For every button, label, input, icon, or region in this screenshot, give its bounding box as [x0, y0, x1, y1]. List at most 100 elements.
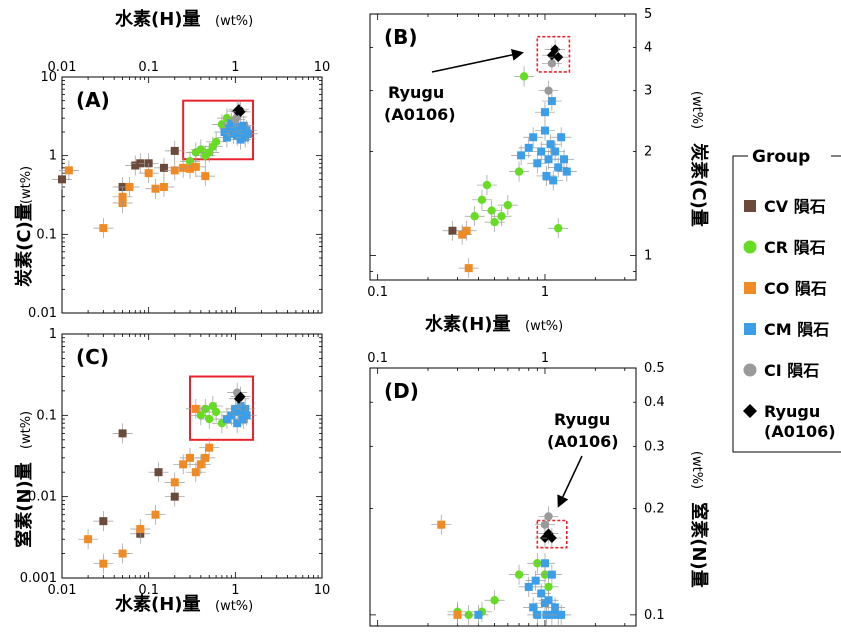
panel-b-point-cm: [549, 176, 558, 185]
panel-b-point-ci: [544, 86, 553, 95]
panel-c-xtick-label: 0.01: [48, 583, 77, 598]
panel-d-point-cm: [544, 596, 553, 605]
legend-marker: [743, 363, 757, 377]
panel-a-point-cm: [239, 121, 248, 130]
panel-b-point-cm: [533, 159, 542, 168]
legend-item-cv: CV 隕石: [744, 197, 826, 216]
panel-a-point-cv: [58, 175, 66, 184]
legend-marker: [744, 282, 756, 294]
panel-c-xtick-label: 10: [314, 583, 331, 598]
panel-c-point-co: [84, 535, 93, 544]
ryugu-annotation-d-arrow: [557, 455, 583, 508]
panel-d-series-cr: [447, 553, 559, 625]
panel-b-point-cr: [554, 224, 563, 233]
panel-a-xtick-label: 0.01: [48, 60, 77, 75]
panel-d-point-cm: [547, 570, 556, 579]
panel-b-point-cm: [542, 171, 551, 180]
panel-c-point-co: [151, 510, 160, 519]
panel-c-ylabel-unit: (wt%): [19, 411, 34, 449]
panel-a-point-cr: [211, 137, 221, 147]
legend-label: (A0106): [764, 422, 836, 441]
panel-c-ytick-label: 1: [49, 327, 57, 342]
panel-d-ytick-label: 0.5: [644, 361, 665, 376]
panel-b-point-cm: [547, 97, 556, 106]
panel-d-point-cm: [557, 610, 566, 619]
panel-b-point-cm: [562, 167, 571, 176]
panel-b-point-ryugu: [550, 44, 561, 55]
panel-b-point-cm: [540, 108, 549, 117]
panel-a-point-co: [125, 182, 134, 191]
panel-a-point-cm: [238, 127, 247, 136]
panel-d-point-cm: [537, 589, 546, 598]
panel-c-point-ryugu: [235, 391, 246, 402]
ryugu-annotation-d-line1: Ryugu: [554, 410, 610, 429]
panel-b-point-cm: [537, 147, 546, 156]
panel-d-xtick-label: 0.1: [367, 351, 388, 366]
panel-a-point-co: [144, 169, 153, 178]
panel-a-series-co: [58, 156, 216, 239]
legend-label: CV 隕石: [764, 197, 826, 216]
panel-d-ylabel: 窒素(N)量: [688, 502, 710, 588]
ryugu-annotation-b: Ryugu (A0106): [384, 49, 524, 124]
panel-b-point-cm: [551, 147, 560, 156]
panel-c-point-co: [186, 453, 195, 462]
panel-d-point-cr: [490, 596, 499, 605]
legend-item-ryugu: Ryugu(A0106): [743, 402, 836, 441]
panel-c-ytick-label: 0.01: [28, 490, 57, 505]
panel-a-plot-area: [61, 76, 323, 314]
panel-a-point-cm: [236, 135, 245, 144]
panel-d-point-ryugu: [546, 533, 557, 544]
legend-title: Group: [752, 147, 810, 167]
panel-b-point-cm: [529, 133, 538, 142]
panel-d-point-cr: [544, 582, 553, 592]
panel-b-point-co: [462, 226, 471, 235]
panel-b-letter: (B): [384, 25, 418, 49]
panel-a-point-cm: [225, 124, 234, 133]
panel-c-point-cv: [118, 429, 127, 438]
panel-b-series-cr: [464, 66, 569, 239]
panel-b-point-cm: [524, 143, 533, 152]
panel-b-point-cr: [497, 212, 506, 221]
panel-a-ylabel: 炭素(C)量: [13, 203, 35, 287]
panel-b-point-cm: [560, 155, 569, 164]
legend: Group CV 隕石 CR 隕石 CO 隕石 CM 隕石 CI 隕石 Ryugu(A01…: [732, 147, 841, 453]
panel-a-minor-ticks: [61, 76, 323, 314]
panel-a-letter: (A): [76, 88, 110, 112]
panel-c-xlabel: 水素(H)量: [115, 593, 201, 615]
panel-b-plot-area: [369, 13, 637, 281]
panel-c-ytick-label: 0.001: [20, 571, 57, 586]
panel-a-point-co: [191, 162, 200, 171]
panel-c-point-co: [118, 549, 127, 558]
panel-a-point-co: [201, 172, 210, 181]
panel-c-point-co: [191, 404, 200, 413]
panel-d-point-cm: [474, 610, 483, 619]
panel-d-series-ci: [534, 506, 559, 535]
panel-b-point-cm: [546, 140, 555, 149]
panel-d-point-cr: [514, 570, 524, 579]
panel-c-point-cv: [170, 492, 179, 501]
panel-c-point-cr: [205, 414, 214, 424]
panel-c-point-co: [201, 453, 210, 462]
panel-a-point-cm: [222, 133, 231, 142]
panel-b-point-cm: [554, 163, 563, 172]
panel-b-ytick-label: 4: [644, 40, 652, 55]
panel-c-point-cm: [241, 404, 250, 413]
panel-c-point-co: [196, 460, 205, 469]
panel-a-series-cm: [214, 113, 258, 150]
legend-items: CV 隕石 CR 隕石 CO 隕石 CM 隕石 CI 隕石 Ryugu(A0106): [743, 197, 836, 441]
panel-c-point-cm: [222, 415, 231, 424]
panel-d-point-ci: [544, 512, 553, 521]
panel-c-point-cm: [233, 419, 242, 428]
panel-c-ytick-label: 0.1: [36, 408, 57, 423]
legend-label: CR 隕石: [764, 238, 826, 257]
panel-d-ylabel-unit: (wt%): [689, 451, 704, 489]
panel-a-point-ryugu: [235, 106, 246, 117]
panel-b-point-cr: [514, 167, 524, 176]
panel-c-series-co: [78, 398, 220, 574]
panel-b-series-ryugu: [541, 39, 569, 68]
panel-a-ylabel-unit: (wt%): [19, 166, 34, 204]
panel-b-ytick-label: 3: [644, 84, 652, 99]
panel-b-xlabel: 水素(H)量: [425, 313, 511, 335]
panel-a-point-cv: [131, 161, 140, 170]
